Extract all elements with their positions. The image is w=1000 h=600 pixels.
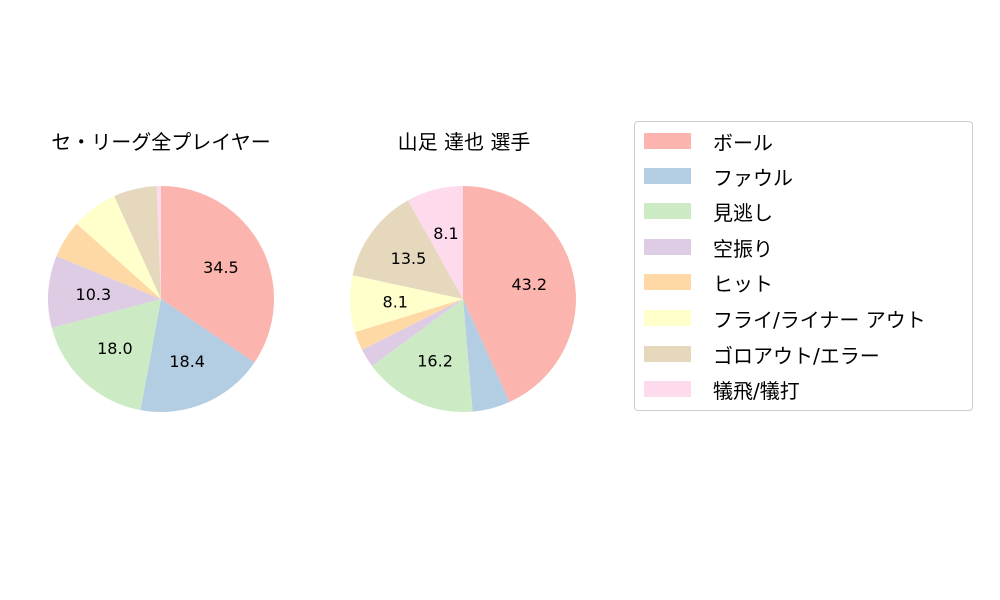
pie-slice (349, 275, 463, 333)
legend-item-foul: ファウル (644, 164, 793, 190)
player-pie-chart: 43.2 16.2 8.1 13.5 8.1 (349, 186, 577, 412)
legend: ボール ファウル 見逃し 空振り ヒット フライ/ライナー アウト ゴロアウト/… (634, 121, 973, 411)
legend-item-groundout-error: ゴロアウト/エラー (644, 342, 880, 368)
pie-slice (372, 299, 473, 412)
slice-value-label: 13.5 (391, 249, 427, 268)
legend-item-hit: ヒット (644, 270, 773, 296)
slice-value-label: 18.4 (169, 352, 205, 371)
legend-label: 空振り (713, 236, 773, 261)
pie-slice (47, 256, 161, 328)
legend-label: 見逃し (713, 200, 773, 225)
legend-swatch (644, 310, 691, 326)
legend-swatch (644, 346, 691, 362)
legend-swatch (644, 168, 691, 184)
legend-label: 犠飛/犠打 (713, 378, 800, 403)
pie-slice (114, 186, 161, 299)
legend-swatch (644, 239, 691, 255)
legend-item-called-strike: 見逃し (644, 199, 773, 225)
slice-value-label: 10.3 (76, 285, 112, 304)
legend-label: ボール (713, 130, 773, 155)
legend-item-fly-liner-out: フライ/ライナー アウト (644, 306, 926, 332)
slice-value-label: 34.5 (203, 258, 239, 277)
pie-slice (362, 299, 463, 367)
pie-slice (463, 299, 510, 412)
slice-value-label: 8.1 (383, 292, 408, 311)
pie-slice (76, 196, 161, 299)
pie-slice (156, 186, 161, 299)
slice-value-label: 16.2 (417, 351, 453, 370)
pie-slice (354, 299, 463, 350)
legend-label: フライ/ライナー アウト (713, 307, 926, 332)
pie-slice (352, 200, 463, 299)
pie-slice (140, 299, 255, 412)
legend-swatch (644, 274, 691, 290)
legend-swatch (644, 203, 691, 219)
legend-item-sacrifice: 犠飛/犠打 (644, 377, 800, 403)
pie-slice (407, 186, 463, 299)
slice-value-label: 43.2 (511, 275, 547, 294)
pie-slice (51, 299, 161, 411)
legend-label: ファウル (713, 165, 793, 190)
pie-slice (161, 186, 274, 363)
league-pie-chart: 34.5 18.4 18.0 10.3 (47, 186, 274, 412)
pie-slice (56, 223, 161, 299)
legend-swatch (644, 381, 691, 397)
legend-label: ヒット (713, 271, 773, 296)
legend-item-swinging-strike: 空振り (644, 235, 773, 261)
legend-item-ball: ボール (644, 129, 773, 155)
pie-slice (463, 186, 577, 402)
slice-value-label: 8.1 (433, 224, 458, 243)
left-chart-title: セ・リーグ全プレイヤー (51, 130, 271, 154)
right-chart-title: 山足 達也 選手 (397, 130, 531, 154)
legend-label: ゴロアウト/エラー (713, 343, 880, 368)
legend-swatch (644, 133, 691, 149)
slice-value-label: 18.0 (97, 339, 133, 358)
